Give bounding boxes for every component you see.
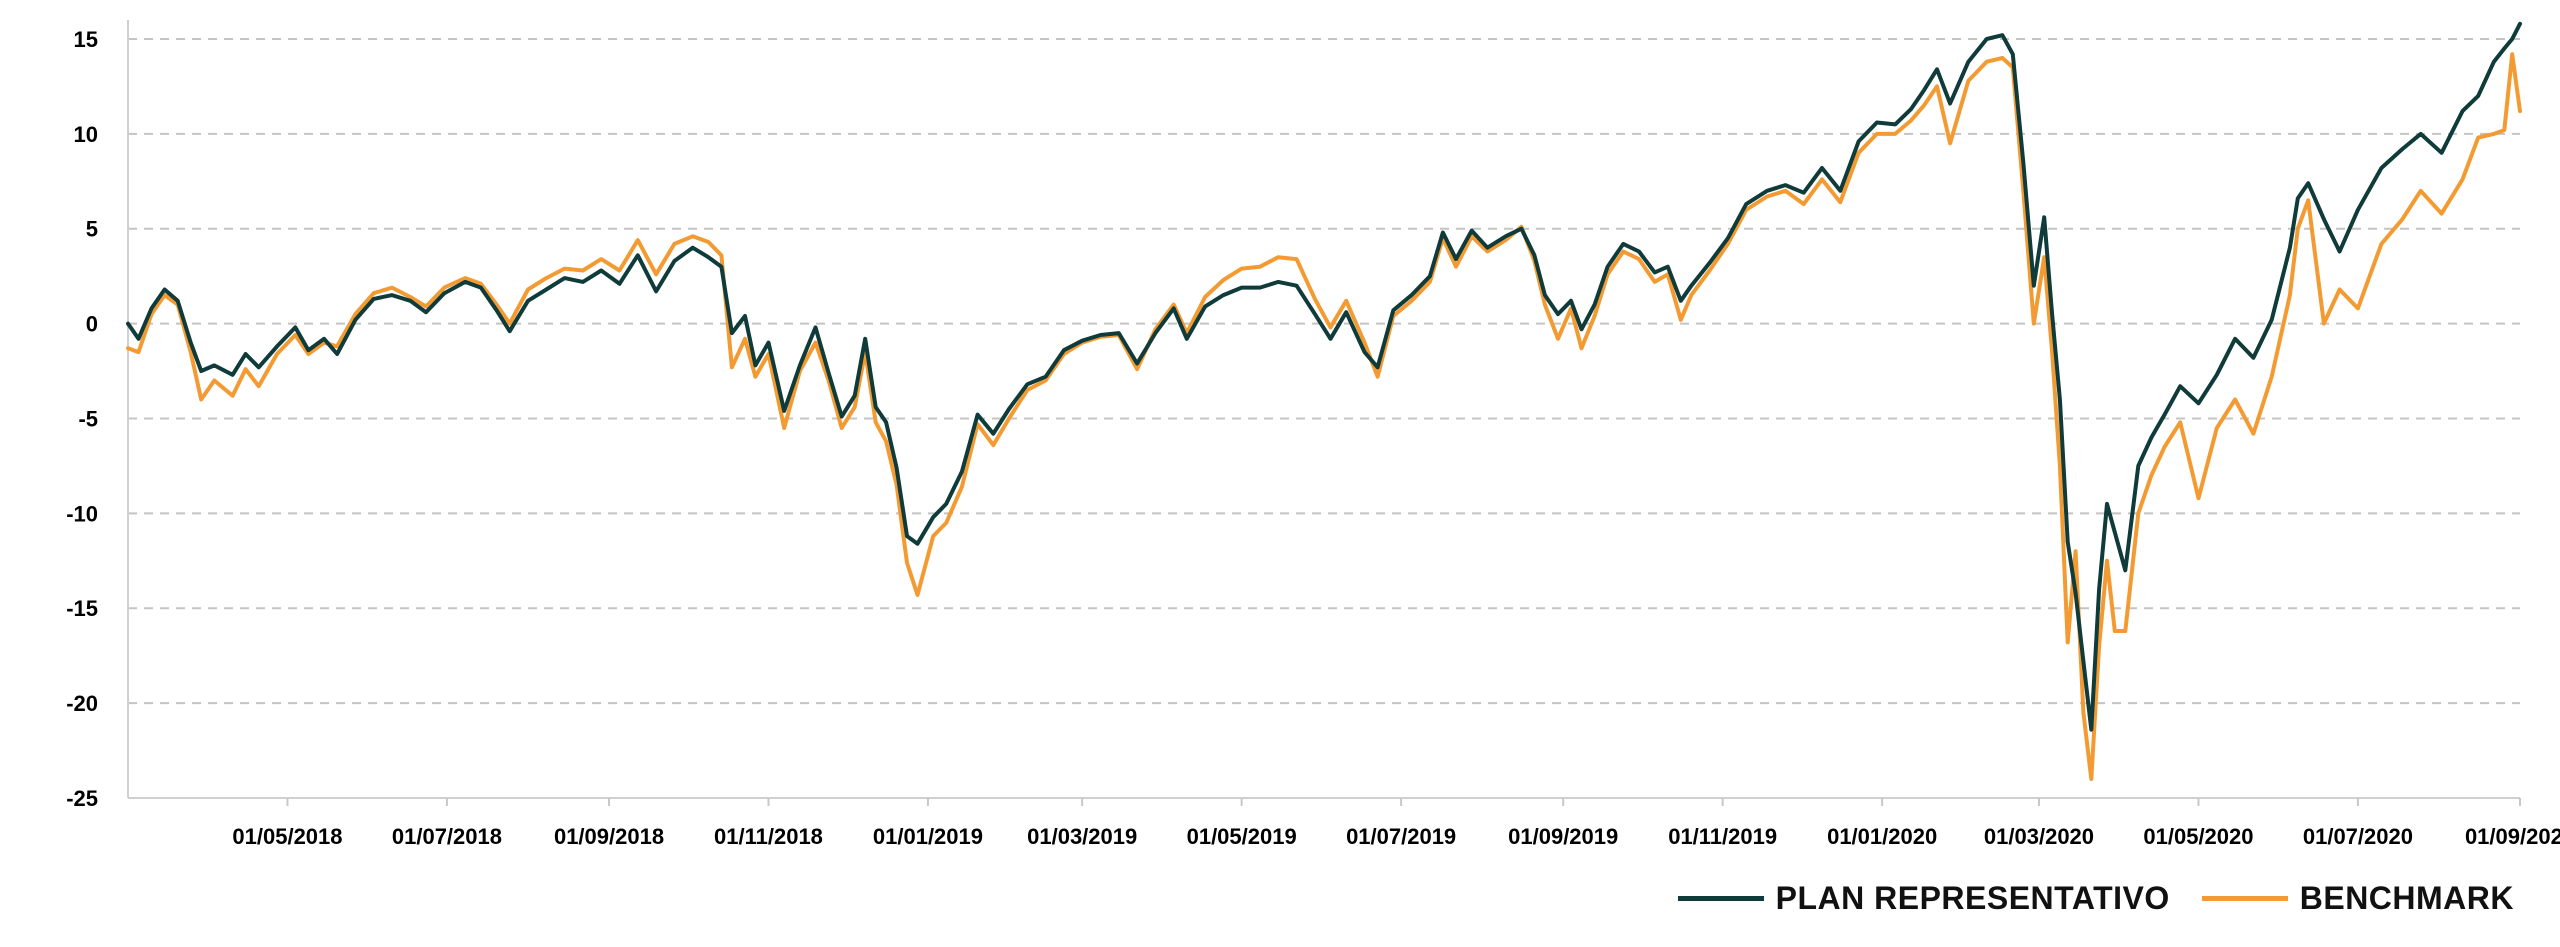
x-tick-label: 01/09/2018 [554, 824, 664, 849]
legend-label-benchmark: BENCHMARK [2299, 880, 2514, 916]
axes [127, 20, 2520, 799]
x-tick-label: 01/03/2019 [1027, 824, 1137, 849]
series-line-plan-representativo [126, 21, 2522, 732]
x-axis-ticks: 01/05/2018 01/07/2018 01/09/2018 01/11/2018… [232, 798, 2560, 849]
x-tick-label: 01/05/2020 [2143, 824, 2253, 849]
x-tick-label: 01/01/2019 [873, 824, 983, 849]
y-tick-label: 15 [74, 27, 98, 52]
y-tick-label: -15 [66, 596, 98, 621]
legend-label-plan: PLAN REPRESENTATIVO [1775, 880, 2170, 916]
y-tick-label: -20 [66, 691, 98, 716]
x-tick-label: 01/09/2020 [2465, 824, 2560, 849]
x-tick-label: 01/09/2019 [1508, 824, 1618, 849]
y-tick-label: 10 [74, 122, 98, 147]
x-tick-label: 01/03/2020 [1984, 824, 2094, 849]
x-tick-label: 01/05/2018 [232, 824, 342, 849]
y-tick-label: 5 [86, 217, 98, 242]
legend-swatch-benchmark [2201, 896, 2288, 901]
y-tick-label: -10 [66, 501, 98, 526]
x-tick-label: 01/11/2018 [714, 824, 823, 849]
legend-item-benchmark: BENCHMARK [2201, 880, 2514, 917]
legend: PLAN REPRESENTATIVO BENCHMARK [1677, 880, 2514, 917]
legend-item-plan: PLAN REPRESENTATIVO [1677, 880, 2170, 917]
y-tick-label: 0 [86, 312, 98, 337]
x-tick-label: 01/07/2019 [1346, 824, 1456, 849]
x-tick-label: 01/01/2020 [1827, 824, 1937, 849]
x-tick-label: 01/11/2019 [1668, 824, 1777, 849]
x-tick-label: 01/05/2019 [1187, 824, 1297, 849]
y-tick-label: -25 [66, 786, 98, 811]
series-group [126, 21, 2522, 781]
x-tick-label: 01/07/2020 [2303, 824, 2413, 849]
legend-swatch-plan [1677, 896, 1764, 901]
x-tick-label: 01/07/2018 [392, 824, 502, 849]
y-tick-label: -5 [78, 406, 98, 431]
y-axis-ticks: 15 10 5 0 -5 -10 -15 -20 -25 [66, 27, 98, 811]
